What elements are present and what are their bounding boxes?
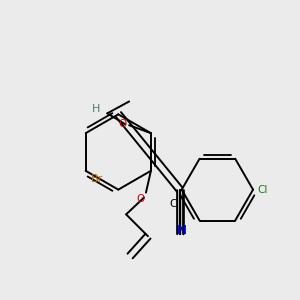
Text: H: H [92,104,100,114]
Text: Br: Br [91,174,103,184]
Text: O: O [119,119,127,129]
Text: O: O [137,194,145,204]
Text: N: N [177,224,187,237]
Text: C: C [169,200,177,209]
Text: Cl: Cl [257,184,267,195]
